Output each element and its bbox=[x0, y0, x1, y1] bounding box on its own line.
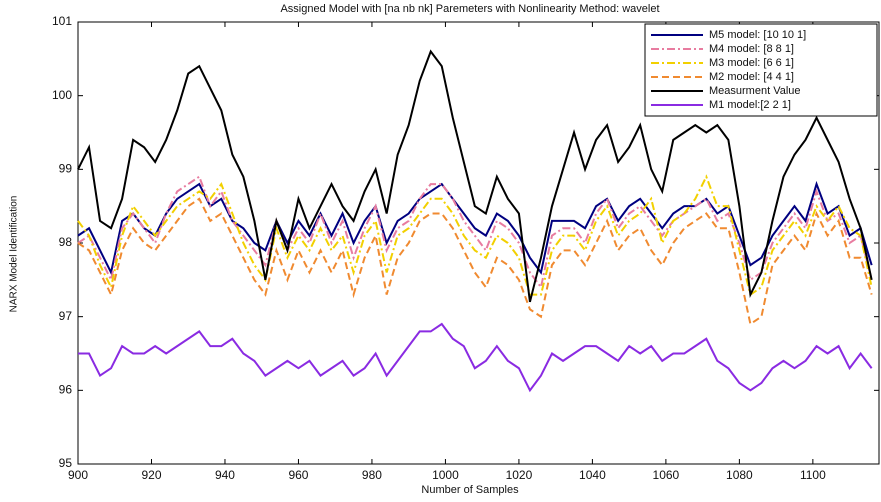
series-line bbox=[77, 175, 873, 290]
legend-label: M5 model: [10 10 1] bbox=[709, 29, 806, 41]
legend-label: M4 model: [8 8 1] bbox=[709, 43, 794, 55]
x-tick-label: 1040 bbox=[579, 468, 606, 482]
x-tick-label: 960 bbox=[288, 468, 308, 482]
x-tick-label: 1080 bbox=[726, 468, 753, 482]
x-tick-label: 1100 bbox=[800, 468, 826, 482]
legend-label: M2 model: [4 4 1] bbox=[709, 71, 794, 83]
x-tick-label: 980 bbox=[362, 468, 382, 482]
x-tick-label: 920 bbox=[141, 468, 161, 482]
y-tick-label: 98 bbox=[59, 235, 73, 249]
x-tick-label: 1020 bbox=[506, 468, 533, 482]
y-tick-label: 100 bbox=[52, 88, 72, 102]
series-line bbox=[77, 197, 873, 326]
x-tick-label: 1060 bbox=[653, 468, 680, 482]
y-tick-label: 99 bbox=[59, 162, 73, 176]
y-tick-label: 101 bbox=[52, 14, 72, 28]
series-line bbox=[77, 174, 873, 297]
x-tick-label: 940 bbox=[215, 468, 235, 482]
x-tick-label: 900 bbox=[68, 468, 88, 482]
legend-label: M1 model:[2 2 1] bbox=[709, 99, 791, 111]
x-tick-label: 1000 bbox=[432, 468, 459, 482]
legend-box bbox=[644, 23, 878, 117]
chart-title: Assigned Model with [na nb nk] Paremeter… bbox=[280, 3, 659, 15]
series-line bbox=[78, 322, 873, 393]
y-axis-label: NARX Model Identification bbox=[9, 196, 20, 313]
legend-label: Measurment Value bbox=[709, 85, 801, 97]
legend-label: M3 model: [6 6 1] bbox=[709, 57, 794, 69]
series-line bbox=[77, 49, 873, 303]
x-axis-label: Number of Samples bbox=[421, 484, 519, 496]
y-tick-label: 95 bbox=[59, 456, 73, 470]
y-tick-label: 96 bbox=[59, 383, 73, 397]
y-tick-label: 97 bbox=[59, 309, 73, 323]
